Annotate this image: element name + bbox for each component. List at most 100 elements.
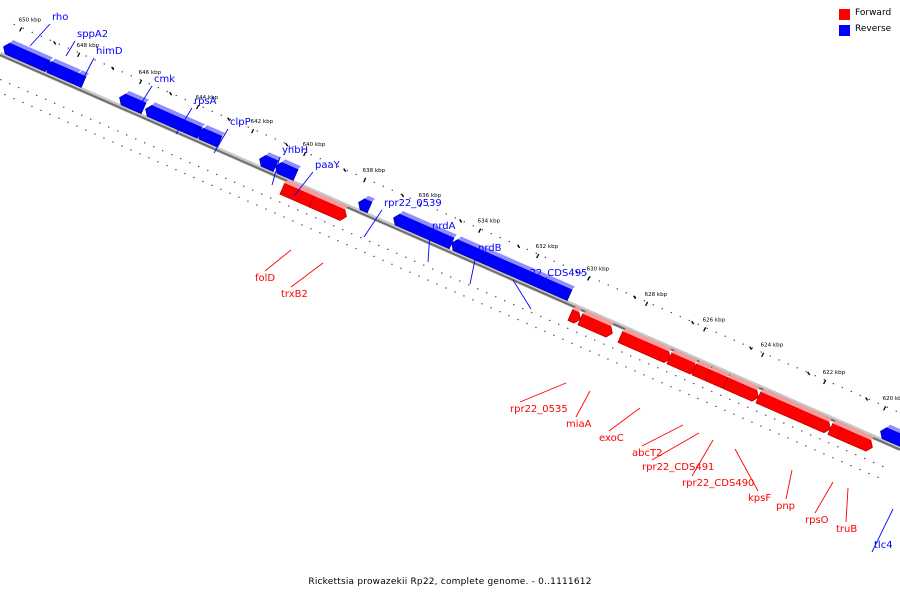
axis-dot: [99, 122, 101, 124]
tick-mark: [363, 177, 367, 183]
axis-dot: [405, 256, 407, 258]
axis-dot: [382, 259, 384, 261]
gene-bevel: [832, 420, 845, 428]
axis-dot: [544, 330, 546, 333]
tick-mark: [251, 128, 255, 134]
axis-dot: [760, 351, 762, 353]
leader-line: [512, 279, 532, 310]
axis-dot: [292, 220, 294, 222]
axis-dot: [877, 476, 879, 479]
genome-caption: Rickettsia prowazekii Rp22, complete gen…: [308, 577, 592, 587]
axis-dot: [94, 133, 96, 135]
gene-label-sppA2: sppA2: [77, 29, 108, 40]
axis-dot: [499, 311, 501, 313]
tick-mark: [883, 405, 887, 411]
axis-dash: [691, 320, 695, 325]
axis-dot: [351, 233, 353, 235]
gene-label-rpr22_0539: rpr22_0539: [384, 198, 442, 209]
axis-dot: [445, 287, 447, 289]
axis-dot: [283, 142, 285, 144]
tick-mark: [645, 301, 649, 307]
axis-dot: [751, 347, 753, 349]
axis-dot: [598, 280, 600, 282]
axis-dot: [162, 150, 164, 152]
axis-dot: [324, 221, 326, 223]
axis-dot: [22, 101, 24, 104]
axis-dot: [432, 268, 434, 270]
gene-block-rpr22_CDS495: [481, 249, 576, 301]
tick-label: 626 kbp: [703, 317, 726, 323]
axis-dot: [706, 401, 708, 404]
axis-dot: [666, 371, 668, 373]
axis-dot: [382, 185, 384, 187]
axis-dash: [633, 295, 637, 300]
axis-dot: [364, 251, 366, 254]
axis-dot: [508, 240, 510, 243]
axis-dot: [571, 268, 573, 270]
axis-dot: [27, 90, 29, 93]
axis-dot: [270, 197, 272, 199]
axis-dot: [742, 417, 744, 419]
axis-dot: [571, 342, 573, 344]
axis-dot: [148, 83, 150, 85]
axis-dot: [180, 158, 182, 160]
axis-dash: [401, 193, 405, 198]
axis-dot: [247, 126, 249, 128]
axis-dot: [108, 126, 110, 128]
axis-dot: [625, 292, 627, 294]
gene-body: [617, 330, 671, 363]
axis-dot: [738, 402, 740, 404]
tick-label: 650 kbp: [19, 17, 42, 23]
axis-dot: [715, 331, 717, 333]
leader-line: [519, 382, 567, 403]
tick-mark: [536, 253, 540, 259]
axis-dot: [787, 437, 789, 439]
axis-dot: [616, 288, 618, 290]
gene-block-truB: [836, 424, 874, 452]
axis-dot: [783, 422, 785, 424]
axis-dot: [427, 279, 429, 281]
axis-dot: [130, 149, 132, 151]
axis-dot: [792, 426, 794, 428]
axis-dot: [760, 425, 762, 427]
leader-line: [691, 439, 714, 477]
axis-dot: [310, 154, 312, 156]
axis-dot: [387, 248, 389, 250]
axis-dot: [292, 146, 294, 148]
axis-dot: [378, 244, 380, 247]
leader-line: [271, 156, 281, 186]
tick-label: 642 kbp: [251, 119, 274, 125]
axis-dot: [279, 201, 281, 203]
axis-dot: [148, 157, 150, 159]
axis-dot: [72, 110, 74, 112]
axis-dot: [499, 236, 501, 239]
axis-dash: [169, 91, 173, 96]
gene-block-miaA: [577, 310, 614, 338]
axis-dot: [661, 382, 663, 384]
axis-dot: [301, 150, 303, 152]
axis-dot: [477, 288, 479, 290]
tick-mark: [139, 79, 143, 85]
axis-dot: [328, 162, 330, 164]
axis-dash: [459, 219, 463, 223]
axis-dot: [535, 252, 537, 254]
axis-dot: [175, 169, 177, 171]
axis-dot: [850, 464, 852, 467]
gene-labels: rho sppA2 himD cmk rpsA clpP yhbH paaY rpr22_053…: [29, 12, 894, 553]
axis-dot: [144, 142, 146, 144]
axis-dot: [481, 229, 483, 231]
tick-mark: [587, 276, 591, 281]
gene-bevel: [887, 424, 900, 434]
tick-mark: [419, 202, 423, 208]
axis-dot: [463, 295, 465, 297]
axis-dot: [823, 453, 825, 455]
gene-bevel: [313, 192, 348, 210]
axis-dot: [706, 327, 708, 329]
gene-block-rpsA: [145, 102, 206, 139]
axis-dot: [684, 379, 686, 381]
gene-label-himD: himD: [96, 46, 123, 57]
axis-dot: [513, 304, 515, 306]
gene-block-trxB2: [308, 192, 348, 221]
axis-dot: [238, 196, 240, 198]
axis-dot: [76, 125, 78, 127]
